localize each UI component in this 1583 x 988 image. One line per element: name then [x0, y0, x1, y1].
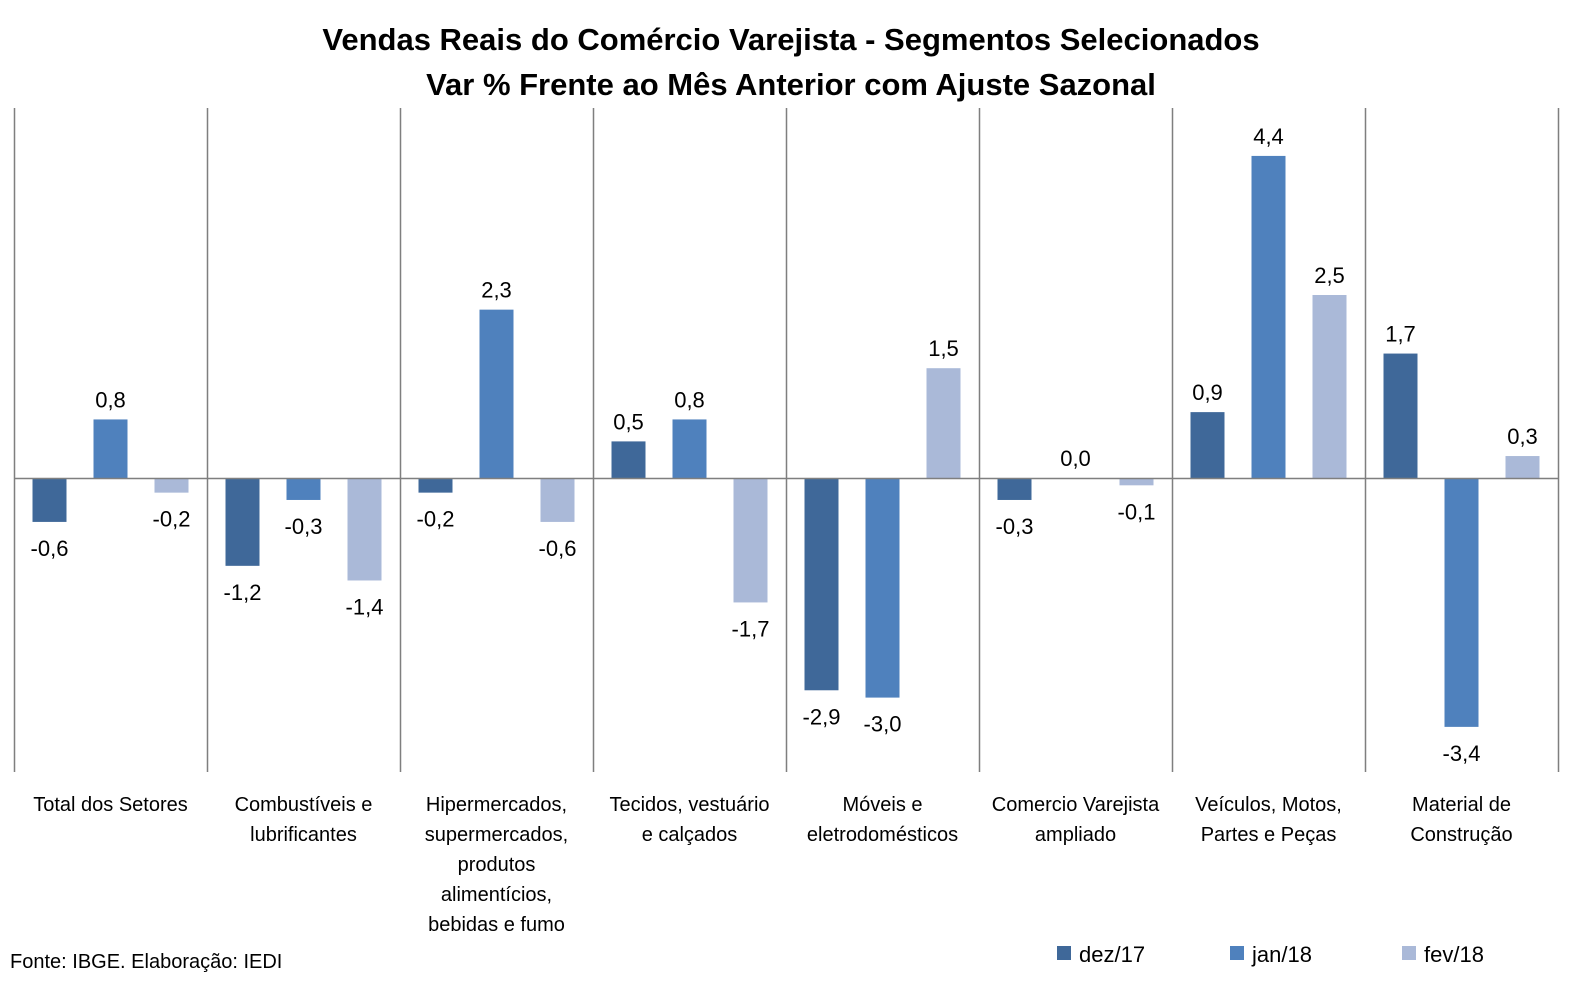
- bar-fev-18-3: [733, 478, 768, 603]
- data-label: 0,8: [674, 387, 705, 412]
- data-label: -2,9: [803, 704, 841, 729]
- data-label: -0,3: [285, 514, 323, 539]
- bar-dez-17-5: [997, 478, 1032, 500]
- chart-title: Vendas Reais do Comércio Varejista - Seg…: [322, 22, 1259, 57]
- data-label: -1,2: [224, 580, 262, 605]
- category-label: Total dos Setores: [33, 794, 188, 816]
- data-label: 0,9: [1192, 380, 1223, 405]
- data-label: -1,7: [732, 616, 770, 641]
- bar-dez-17-7: [1383, 353, 1418, 478]
- bar-dez-17-1: [225, 478, 260, 566]
- chart-subtitle: Var % Frente ao Mês Anterior com Ajuste …: [426, 67, 1156, 102]
- data-label: -3,0: [864, 712, 902, 737]
- data-label: -0,3: [996, 514, 1034, 539]
- data-label: -0,2: [417, 507, 455, 532]
- bar-fev-18-1: [347, 478, 382, 581]
- legend-swatch: [1057, 946, 1071, 960]
- plot-area: -0,6 -1,2 -0,2 0,5 -2,9 -0,3 0,9 1,7 0,8 -0,3 2,3 0…: [13, 108, 1560, 936]
- legend-swatch: [1230, 946, 1244, 960]
- bar-fev-18-6: [1312, 295, 1347, 478]
- legend-label: fev/18: [1424, 942, 1484, 967]
- bar-jan-18-4: [865, 478, 900, 698]
- data-label: 2,3: [481, 278, 512, 303]
- category-label: Hipermercados, supermercados, produtos alim…: [425, 794, 568, 936]
- legend: dez/17 jan/18 fev/18: [1057, 942, 1484, 967]
- legend-swatch: [1402, 946, 1416, 960]
- bar-dez-17-4: [804, 478, 839, 691]
- category-label: Veículos, Motos, Partes e Peças: [1195, 794, 1342, 846]
- source-note: Fonte: IBGE. Elaboração: IEDI: [10, 951, 282, 973]
- data-label: -3,4: [1443, 741, 1481, 766]
- category-label: Comercio Varejista ampliado: [992, 794, 1160, 846]
- bar-jan-18-6: [1251, 155, 1286, 479]
- bar-dez-17-0: [32, 478, 67, 522]
- bar-fev-18-5: [1119, 478, 1154, 486]
- data-label: 2,5: [1314, 263, 1345, 288]
- bar-dez-17-2: [418, 478, 453, 493]
- data-label: 1,7: [1385, 322, 1416, 347]
- data-label: 0,0: [1060, 446, 1091, 471]
- bar-fev-18-0: [154, 478, 189, 493]
- data-label: 1,5: [928, 336, 959, 361]
- data-label: -0,6: [539, 536, 577, 561]
- category-label: Combustíveis e lubrificantes: [235, 794, 373, 846]
- bar-fev-18-2: [540, 478, 575, 522]
- bar-jan-18-7: [1444, 478, 1479, 727]
- data-label: -0,1: [1118, 499, 1156, 524]
- bar-dez-17-6: [1190, 412, 1225, 478]
- bar-fev-18-4: [926, 368, 961, 478]
- bar-fev-18-7: [1505, 456, 1540, 478]
- data-label: 4,4: [1253, 124, 1284, 149]
- bar-jan-18-3: [672, 419, 707, 478]
- category-label: Tecidos, vestuário e calçados: [609, 794, 769, 846]
- data-label: 0,3: [1507, 424, 1538, 449]
- category-label: Material de Construção: [1410, 794, 1512, 846]
- legend-label: jan/18: [1251, 942, 1312, 967]
- bar-jan-18-1: [286, 478, 321, 500]
- data-label: -1,4: [346, 594, 384, 619]
- bar-dez-17-3: [611, 441, 646, 478]
- data-label: 0,5: [613, 409, 644, 434]
- legend-label: dez/17: [1079, 942, 1145, 967]
- bar-jan-18-2: [479, 309, 514, 478]
- data-label: 0,8: [95, 387, 126, 412]
- data-label: -0,6: [31, 536, 69, 561]
- category-label: Móveis e eletrodomésticos: [807, 794, 958, 846]
- data-label: -0,2: [153, 507, 191, 532]
- bar-jan-18-0: [93, 419, 128, 478]
